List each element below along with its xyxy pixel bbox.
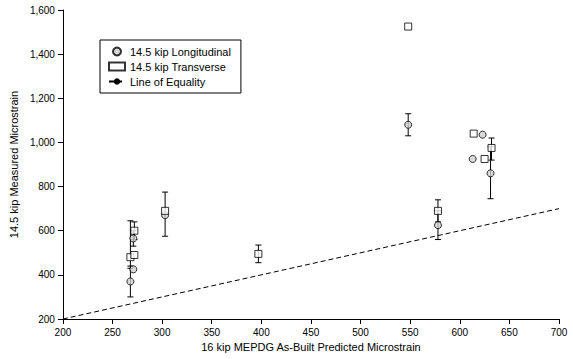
svg-text:550: 550 [402,327,419,338]
svg-text:14.5 kip Longitudinal: 14.5 kip Longitudinal [130,46,231,58]
svg-text:500: 500 [352,327,369,338]
svg-text:400: 400 [253,327,270,338]
svg-text:800: 800 [38,181,55,192]
svg-text:14.5 kip Measured Microstrain: 14.5 kip Measured Microstrain [8,91,20,238]
svg-text:1,200: 1,200 [30,93,55,104]
svg-text:1,400: 1,400 [30,49,55,60]
svg-text:650: 650 [501,327,518,338]
svg-text:350: 350 [203,327,220,338]
svg-text:400: 400 [38,269,55,280]
svg-text:200: 200 [38,314,55,325]
svg-text:14.5 kip Transverse: 14.5 kip Transverse [130,61,226,73]
svg-text:16 kip MEPDG As-Built Predicte: 16 kip MEPDG As-Built Predicted Microstr… [201,341,420,353]
svg-text:450: 450 [303,327,320,338]
svg-text:Line of Equality: Line of Equality [130,76,206,88]
svg-text:300: 300 [154,327,171,338]
svg-text:600: 600 [451,327,468,338]
svg-text:600: 600 [38,225,55,236]
svg-text:250: 250 [104,327,121,338]
svg-text:700: 700 [551,327,568,338]
svg-text:1,000: 1,000 [30,137,55,148]
svg-text:1,600: 1,600 [30,5,55,16]
svg-text:200: 200 [55,327,72,338]
